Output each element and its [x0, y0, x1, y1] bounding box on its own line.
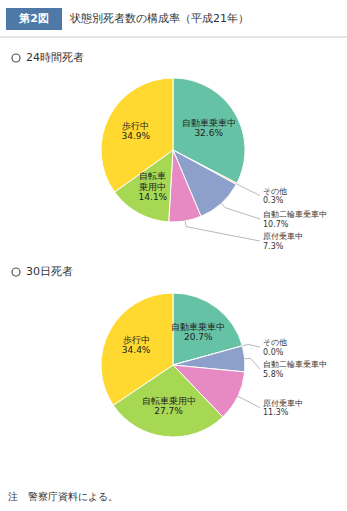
value-label: 0.0%	[263, 348, 284, 357]
pie-chart: 30日死者自動車乗車中20.7% 自転車乗用中27.7% 歩行中34.4% その他0.…	[12, 265, 327, 437]
value-label: 11.3%	[263, 408, 289, 417]
category-label: 歩行中	[122, 120, 149, 130]
value-label: 34.4%	[122, 345, 151, 355]
header: 第2図 状態別死者数の構成率（平成21年）	[0, 8, 347, 37]
category-label-line: その他	[263, 186, 287, 195]
category-label: 自動二輪車乗車中	[263, 210, 327, 219]
pie-title: 30日死者	[26, 265, 73, 278]
leader-line	[242, 344, 260, 347]
title-marker	[12, 54, 20, 62]
leader-line	[245, 358, 260, 369]
category-label-line: 自動車乗車中	[182, 118, 236, 128]
pie-slice	[101, 293, 173, 405]
category-label: 自転車乗用中	[139, 171, 166, 192]
category-label-line: その他	[263, 338, 287, 347]
chart-root: 第2図状態別死者数の構成率（平成21年）24時間死者自動車乗車中32.6%自転車…	[0, 0, 347, 511]
category-label-line: 原付乗車中	[263, 232, 303, 241]
value-label: 32.6%	[194, 128, 223, 138]
header-rule	[0, 37, 347, 38]
category-label-line: 原付乗車中	[263, 398, 303, 407]
pie-slice	[169, 150, 201, 222]
category-label-line: 自動二輪車乗車中	[263, 360, 327, 369]
pie-chart: 24時間死者自動車乗車中32.6% 自転車乗用中14.1% 歩行中34.9% その他0…	[12, 51, 327, 251]
leader-line	[185, 221, 260, 241]
category-label: 自動二輪車乗車中	[263, 360, 327, 369]
value-label: 14.1%	[139, 192, 168, 202]
category-label: 自転車乗用中	[142, 396, 196, 406]
title-marker	[12, 268, 20, 276]
category-label: 原付乗車中	[263, 232, 303, 241]
title: 状態別死者数の構成率（平成21年）	[69, 12, 249, 25]
value-label: 0.3%	[263, 196, 284, 205]
category-label: その他	[263, 186, 287, 195]
slices	[101, 78, 245, 222]
category-label-line: 自転車乗用中	[142, 396, 196, 406]
fig-label-box	[6, 8, 62, 30]
category-label-line: 自動二輪車乗車中	[263, 210, 327, 219]
leader-line	[238, 396, 260, 407]
leader-line	[237, 184, 260, 196]
value-label: 34.9%	[122, 131, 151, 141]
category-label-line: 歩行中	[122, 120, 149, 130]
leader-line	[221, 203, 260, 219]
pie-title: 24時間死者	[26, 51, 84, 64]
category-label: 歩行中	[123, 335, 150, 345]
value-label: 10.7%	[263, 220, 289, 229]
category-label-line: 乗用中	[139, 181, 166, 191]
category-label: 自動車乗車中	[182, 118, 236, 128]
fig-label: 第2図	[18, 12, 49, 25]
value-label: 27.7%	[154, 406, 183, 416]
category-label-line: 歩行中	[123, 335, 150, 345]
slices	[101, 293, 245, 437]
data-labels: 自動車乗車中32.6% 自転車乗用中14.1% 歩行中34.9% その他0.3% 自動二…	[122, 118, 327, 251]
category-label: 原付乗車中	[263, 398, 303, 407]
data-labels: 自動車乗車中20.7% 自転車乗用中27.7% 歩行中34.4% その他0.0% 自動二…	[122, 321, 327, 417]
value-label: 5.8%	[263, 370, 284, 379]
pie-slice	[101, 78, 173, 192]
category-label: その他	[263, 338, 287, 347]
value-label: 20.7%	[184, 332, 213, 342]
note: 注 警察庁資料による。	[8, 491, 118, 502]
category-label-line: 自転車	[139, 171, 166, 181]
category-label-line: 自動車乗車中	[171, 321, 225, 331]
category-label: 自動車乗車中	[171, 321, 225, 331]
value-label: 7.3%	[263, 242, 284, 251]
